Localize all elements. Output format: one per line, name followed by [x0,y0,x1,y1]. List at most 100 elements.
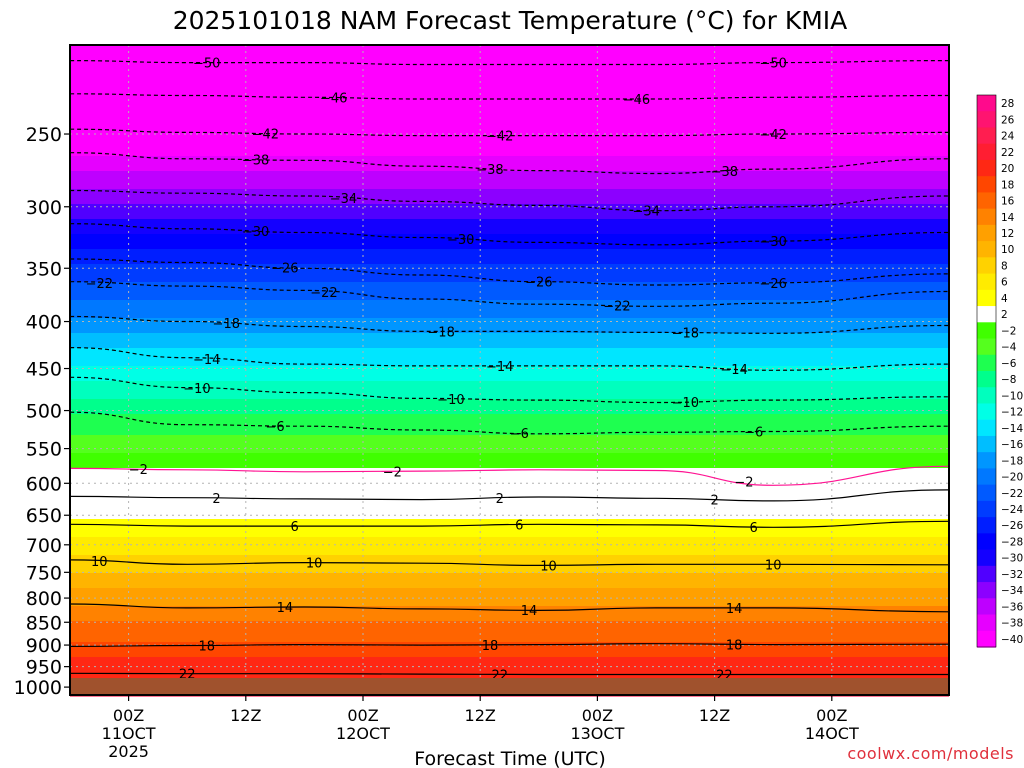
colorbar-label: −2 [1001,325,1016,337]
temperature-band [70,612,949,616]
isotherm-line [69,315,950,334]
temperature-band [70,444,949,448]
temperature-band [70,588,949,592]
temperature-band [70,327,949,331]
temperature-band [70,492,949,496]
temperature-band [70,480,949,484]
isotherm-label: −34 [633,204,660,219]
temperature-band [70,366,949,370]
temperature-band [70,525,949,529]
temperature-band [70,537,949,541]
temperature-band [70,660,949,664]
temperature-band [70,57,949,61]
colorbar-swatch [977,95,996,112]
temperature-band [70,519,949,523]
colorbar-label: −10 [1001,390,1023,402]
temperature-band [70,459,949,463]
temperature-band [70,231,949,235]
temperature-band [70,672,949,676]
isotherm-line [69,60,950,66]
temperature-band [70,360,949,364]
temperature-band [70,120,949,124]
temperature-band [70,90,949,94]
colorbar-swatch [977,565,996,583]
temperature-band [70,66,949,70]
temperature-band [70,498,949,502]
temperature-band [70,429,949,433]
temperature-band [70,342,949,346]
colorbar-label: −14 [1001,423,1023,435]
temperature-band [70,117,949,121]
x-tick-label: 2025 [108,742,149,761]
temperature-band [70,603,949,607]
temperature-band [70,60,949,64]
isotherm-label: 2 [496,492,504,507]
temperature-band [70,54,949,58]
temperature-band [70,582,949,586]
isotherm-line [69,411,950,435]
temperature-band [70,333,949,337]
temperature-band [70,78,949,82]
y-tick-label: 450 [26,359,62,381]
temperature-band [70,405,949,409]
temperature-band [70,387,949,391]
colorbar-swatch [977,289,996,307]
isotherm-line [69,258,950,286]
isotherm-line [69,152,950,175]
isotherm-label: −22 [86,277,113,292]
isotherm-label: −10 [437,393,464,408]
temperature-band [70,216,949,220]
colorbar-swatch [977,452,996,470]
isotherm-label: −26 [525,276,552,291]
colorbar-label: −36 [1001,601,1023,613]
temperature-band [70,534,949,538]
temperature-band [70,639,949,643]
temperature-band [70,87,949,91]
x-tick-label: 12Z [699,706,730,725]
temperature-band [70,345,949,349]
temperature-band [70,669,949,673]
temperature-band [70,144,949,148]
y-tick-label: 600 [26,473,62,495]
temperature-band [70,516,949,520]
temperature-band [70,48,949,52]
temperature-band [70,255,949,259]
isotherm-label: −26 [759,277,786,292]
isotherm-line [69,128,950,137]
colorbar-label: −30 [1001,553,1023,565]
temperature-band [70,507,949,511]
colorbar-swatch [977,517,996,534]
temperature-band [70,411,949,415]
isotherm-label: −22 [603,300,630,315]
temperature-band [70,393,949,397]
temperature-band [70,261,949,265]
y-tick-label: 700 [26,535,62,557]
isotherm-label: −14 [486,360,513,375]
colorbar-label: 6 [1001,277,1008,289]
colorbar-label: −6 [1001,358,1017,370]
isotherm-label: −22 [310,286,337,301]
y-tick-label: 800 [26,588,62,610]
temperature-band [70,93,949,97]
colorbar-swatch [977,143,996,161]
temperature-band [70,462,949,466]
temperature-band [70,75,949,79]
isotherm-label: −30 [759,235,786,250]
temperature-band [70,339,949,343]
isotherm-label: 10 [91,555,108,570]
temperature-band [70,156,949,160]
colorbar-swatch [977,500,996,518]
colorbar-label: 14 [1001,212,1015,224]
temperature-band [70,456,949,460]
temperature-band [70,168,949,172]
temperature-band [70,258,949,262]
colorbar-label: 26 [1001,114,1015,126]
temperature-band [70,423,949,427]
temperature-band [70,108,949,112]
temperature-band [70,552,949,556]
temperature-band [70,150,949,154]
temperature-band [70,330,949,334]
temperature-band [70,141,949,145]
temperature-band [70,99,949,103]
y-tick-label: 850 [26,612,62,634]
